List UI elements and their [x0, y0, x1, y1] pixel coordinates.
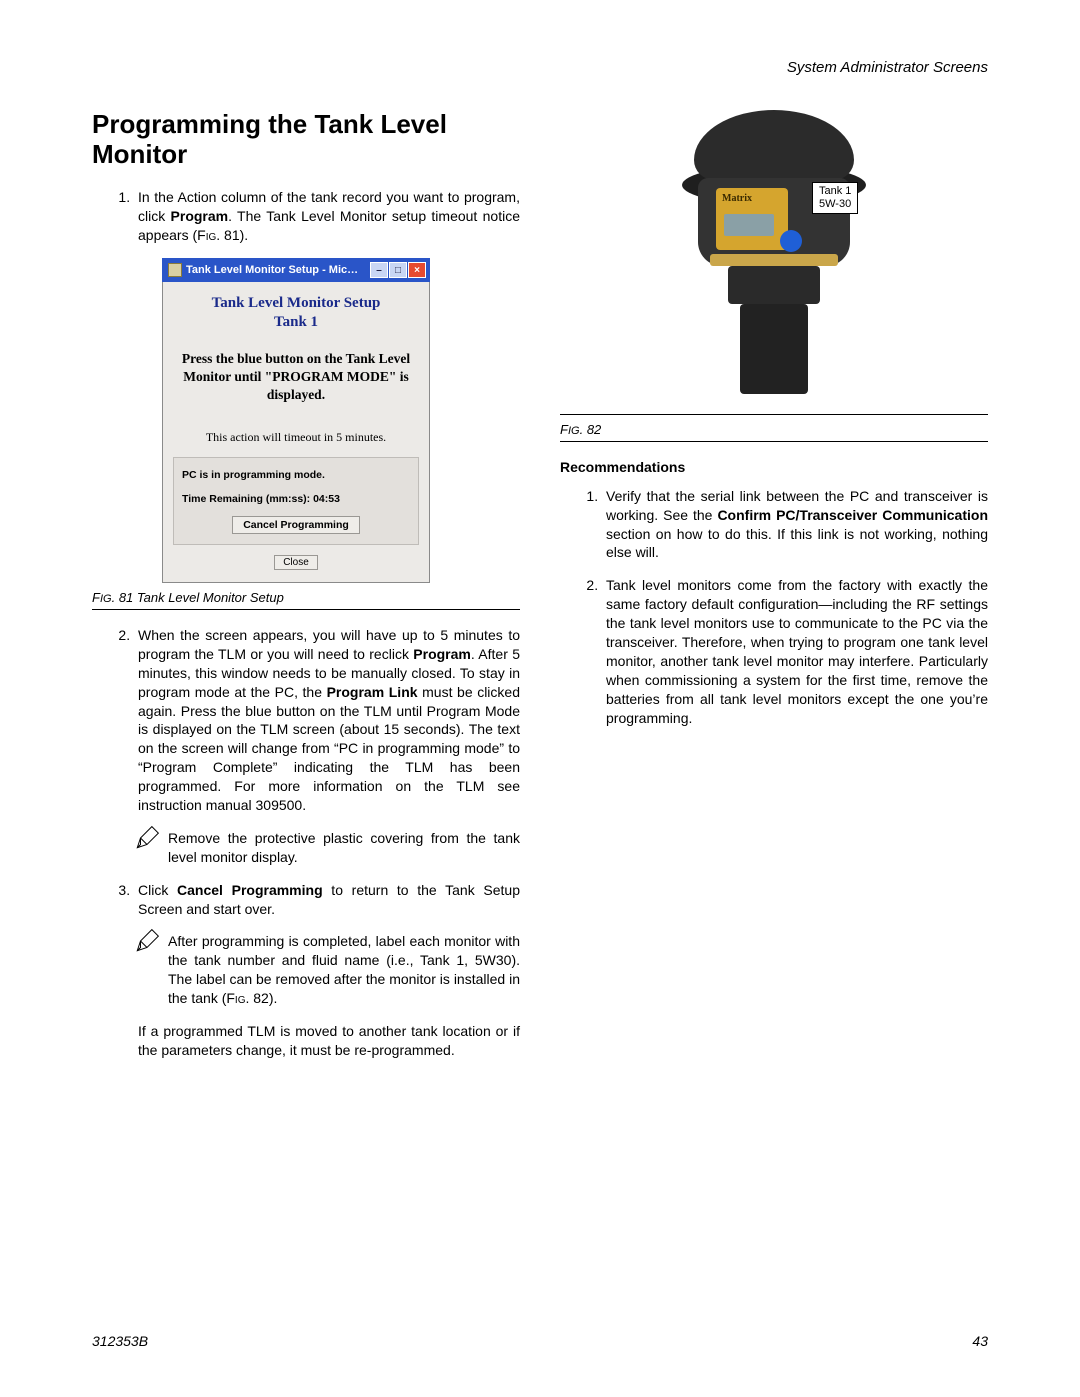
text: After programming is completed, label ea… — [168, 933, 520, 1006]
step-2: When the screen appears, you will have u… — [134, 626, 520, 815]
fig-82-rule-bottom — [560, 441, 988, 442]
bold-program-link: Program Link — [327, 684, 418, 700]
device-blue-button — [780, 230, 802, 252]
fig-ref: Fig. — [226, 990, 249, 1006]
note-text: Remove the protective plastic covering f… — [168, 829, 520, 867]
time-remaining: Time Remaining (mm:ss): 04:53 — [182, 492, 410, 506]
pencil-icon — [134, 825, 160, 856]
device-lcd — [724, 214, 774, 236]
text: section on how to do this. If this link … — [606, 526, 988, 561]
pencil-icon — [134, 928, 160, 959]
bold-confirm: Confirm PC/Transceiver Communication — [717, 507, 988, 523]
dialog-body: Tank Level Monitor Setup Tank 1 Press th… — [162, 282, 430, 583]
fig-82-caption: FIG. 82 — [560, 421, 988, 439]
minimize-icon[interactable]: – — [370, 262, 388, 278]
right-column: Tank 1 5W-30 FIG. 82 Recommendations Ver… — [560, 110, 988, 1074]
tag-line-1: Tank 1 — [819, 185, 851, 198]
text: must be clicked again. Press the blue bu… — [138, 684, 520, 813]
reprogram-note: If a programmed TLM is moved to another … — [138, 1022, 520, 1060]
status-line: PC is in programming mode. — [182, 468, 410, 482]
page-title: Programming the Tank Level Monitor — [92, 110, 520, 170]
dialog-heading-1: Tank Level Monitor Setup — [173, 294, 419, 313]
text: Click — [138, 882, 177, 898]
text: 82). — [249, 990, 277, 1006]
device-tag: Tank 1 5W-30 — [812, 182, 858, 214]
dialog-instruction: Press the blue button on the Tank Level … — [173, 350, 419, 405]
recommendations-heading: Recommendations — [560, 458, 988, 477]
step-1: In the Action column of the tank record … — [134, 188, 520, 245]
left-column: Programming the Tank Level Monitor In th… — [92, 110, 520, 1074]
note-1: Remove the protective plastic covering f… — [134, 829, 520, 867]
tag-line-2: 5W-30 — [819, 198, 851, 211]
bold-program: Program — [171, 208, 229, 224]
bold-cancel: Cancel Programming — [177, 882, 323, 898]
note-text: After programming is completed, label ea… — [168, 932, 520, 1008]
dialog-heading-2: Tank 1 — [173, 313, 419, 332]
maximize-icon[interactable]: □ — [389, 262, 407, 278]
fig-ref: Fig. — [197, 227, 220, 243]
tlm-device-figure: Tank 1 5W-30 — [644, 110, 904, 410]
dialog-titlebar: Tank Level Monitor Setup - Mic… – □ × — [162, 258, 430, 282]
steps-list-left-3: Click Cancel Programming to return to th… — [92, 881, 520, 919]
app-icon — [168, 263, 182, 277]
fig-82-rule-top — [560, 414, 988, 415]
dialog-title: Tank Level Monitor Setup - Mic… — [186, 263, 366, 278]
rec-1: Verify that the serial link between the … — [602, 487, 988, 563]
footer-page-number: 43 — [972, 1332, 988, 1351]
dialog-screenshot: Tank Level Monitor Setup - Mic… – □ × Ta… — [162, 258, 430, 583]
close-icon[interactable]: × — [408, 262, 426, 278]
steps-list-left-2: When the screen appears, you will have u… — [92, 626, 520, 815]
text: 81). — [220, 227, 248, 243]
fig-81-rule — [92, 609, 520, 610]
rec-2: Tank level monitors come from the factor… — [602, 576, 988, 727]
dialog-timeout-text: This action will timeout in 5 minutes. — [173, 429, 419, 445]
dialog-status-panel: PC is in programming mode. Time Remainin… — [173, 457, 419, 545]
recommendations-list: Verify that the serial link between the … — [560, 487, 988, 728]
fig-81-caption: FIG. 81 Tank Level Monitor Setup — [92, 589, 520, 607]
note-2: After programming is completed, label ea… — [134, 932, 520, 1008]
bold-program: Program — [413, 646, 471, 662]
cancel-programming-button[interactable]: Cancel Programming — [232, 516, 360, 534]
footer-doc-number: 312353B — [92, 1332, 148, 1351]
close-button[interactable]: Close — [274, 555, 318, 570]
header-section: System Administrator Screens — [787, 58, 988, 78]
step-3: Click Cancel Programming to return to th… — [134, 881, 520, 919]
steps-list-left: In the Action column of the tank record … — [92, 188, 520, 245]
